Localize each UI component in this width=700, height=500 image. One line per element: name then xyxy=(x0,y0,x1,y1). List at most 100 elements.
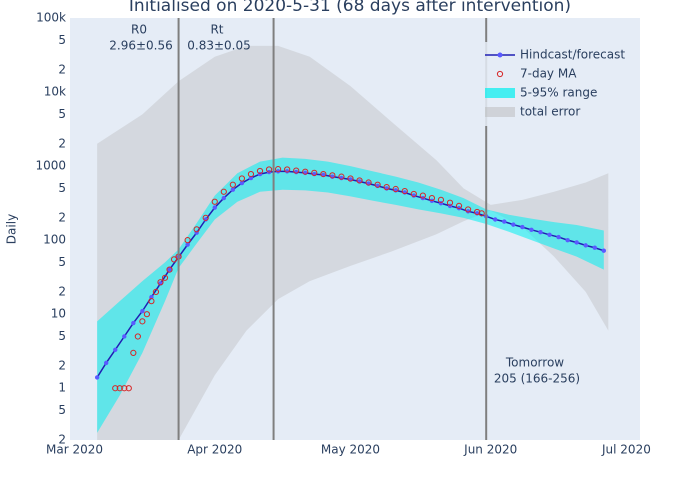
y-tick-label: 2 xyxy=(58,433,66,447)
y-tick-label: 5 xyxy=(58,107,66,121)
point xyxy=(565,237,570,243)
y-tick-label: 5 xyxy=(58,403,66,417)
legend-label: 5-95% range xyxy=(520,86,597,100)
point xyxy=(383,184,390,191)
point xyxy=(465,209,471,214)
point xyxy=(464,206,472,213)
point xyxy=(347,175,354,182)
point xyxy=(529,227,534,232)
point xyxy=(274,166,282,173)
point xyxy=(134,333,141,340)
point xyxy=(167,267,172,272)
point xyxy=(152,288,160,296)
point xyxy=(170,256,178,263)
y-tick-label: 10k xyxy=(44,85,66,99)
point xyxy=(293,167,300,174)
y-tick-label: 5 xyxy=(58,329,66,343)
point xyxy=(592,245,597,250)
point xyxy=(112,385,119,392)
x-tick-label: Apr 2020 xyxy=(187,443,242,457)
legend-label: 7-day MA xyxy=(520,67,577,81)
y-tick-label: 2 xyxy=(58,358,66,372)
point xyxy=(428,194,436,202)
x-tick-label: Jul 2020 xyxy=(601,443,651,457)
point xyxy=(149,294,154,300)
band xyxy=(97,45,609,440)
point xyxy=(556,234,561,240)
y-axis-label: Daily xyxy=(5,214,19,244)
point xyxy=(502,219,507,224)
annotation: 0.83±0.05 xyxy=(187,39,251,53)
point xyxy=(122,334,127,339)
y-tick-label: 1 xyxy=(58,381,66,395)
point xyxy=(302,168,309,175)
legend-swatch xyxy=(485,107,515,117)
legend-swatch xyxy=(485,88,515,98)
point xyxy=(583,243,588,248)
point xyxy=(130,349,137,357)
point xyxy=(125,385,132,392)
point xyxy=(221,195,227,201)
point xyxy=(229,181,236,188)
point xyxy=(365,179,372,186)
annotation: Tomorrow xyxy=(505,356,564,370)
point xyxy=(320,170,327,178)
point xyxy=(212,205,217,210)
point xyxy=(140,308,145,314)
point xyxy=(437,196,445,203)
point xyxy=(401,187,408,195)
annotation: 2.96±0.56 xyxy=(109,39,173,53)
annotation: Rt xyxy=(210,23,223,37)
point xyxy=(157,279,164,286)
point xyxy=(601,248,607,253)
point xyxy=(455,202,463,210)
point xyxy=(410,190,417,198)
y-tick-label: 2 xyxy=(58,284,66,298)
chart-title: Initialised on 2020-5-31 (68 days after … xyxy=(129,0,571,16)
point xyxy=(520,224,525,230)
point xyxy=(116,385,123,392)
y-tick-label: 100 xyxy=(43,233,66,247)
point xyxy=(185,242,190,247)
point xyxy=(284,169,290,174)
point xyxy=(143,311,151,318)
point xyxy=(148,298,155,305)
point xyxy=(103,360,109,366)
legend-swatch xyxy=(497,52,503,58)
point xyxy=(94,375,100,380)
point xyxy=(220,188,227,195)
legend-box xyxy=(480,42,630,126)
point xyxy=(446,199,454,206)
point xyxy=(256,167,264,175)
y-tick-label: 1000 xyxy=(35,159,66,173)
point xyxy=(265,166,273,173)
y-tick-label: 5 xyxy=(58,181,66,195)
point xyxy=(131,320,136,326)
point xyxy=(478,210,485,217)
point xyxy=(284,166,291,173)
point xyxy=(161,274,169,281)
plot-area xyxy=(94,45,609,440)
point xyxy=(547,232,552,238)
x-tick-label: Jun 2020 xyxy=(463,443,517,457)
point xyxy=(329,172,336,179)
point xyxy=(493,217,498,222)
legend-label: Hindcast/forecast xyxy=(520,48,625,62)
point xyxy=(193,226,200,233)
point xyxy=(121,385,128,392)
point xyxy=(338,173,345,180)
point xyxy=(419,192,426,199)
point xyxy=(184,237,191,244)
point xyxy=(238,175,246,182)
point xyxy=(202,214,209,221)
annotation: 205 (166-256) xyxy=(494,372,580,386)
y-tick-label: 10 xyxy=(51,307,66,321)
point xyxy=(166,266,173,273)
x-tick-label: May 2020 xyxy=(321,443,380,457)
x-tick-label: Mar 2020 xyxy=(46,443,103,457)
annotation: R0 xyxy=(131,23,147,37)
point xyxy=(247,170,255,178)
point xyxy=(113,347,118,353)
point xyxy=(374,181,381,188)
